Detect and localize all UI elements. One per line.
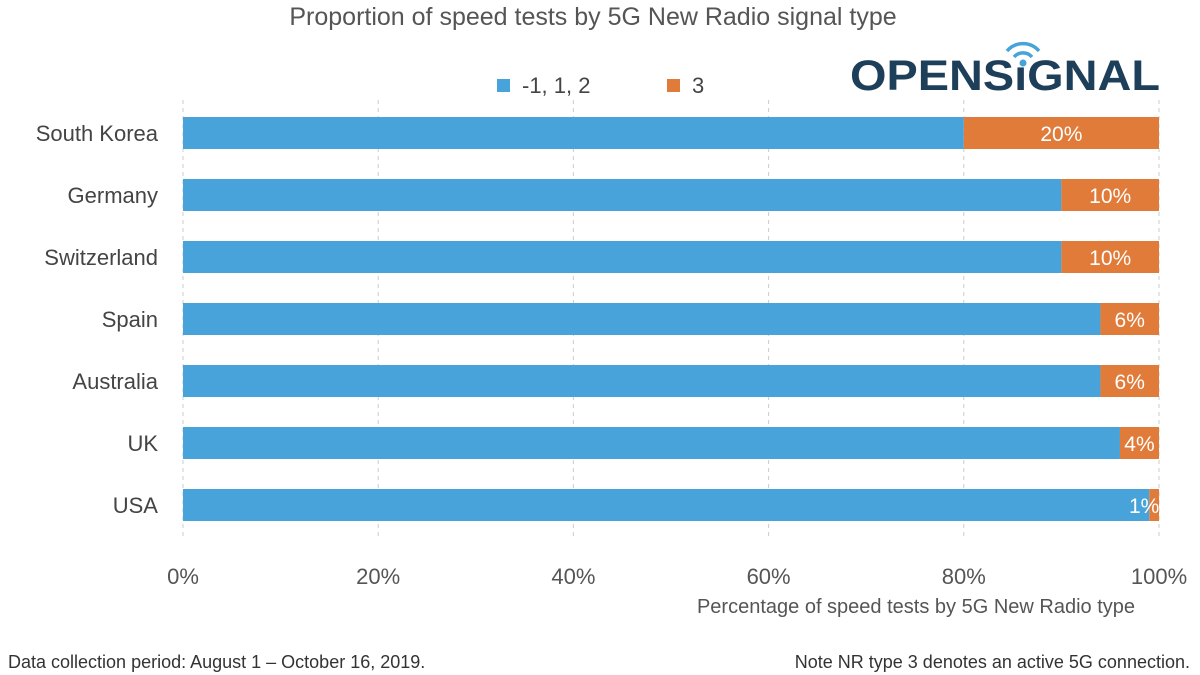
data-label: 10% bbox=[1089, 247, 1131, 270]
x-axis: 0% 20% 40% 60% 80% 100% bbox=[167, 564, 1187, 589]
data-label: 20% bbox=[1040, 123, 1082, 146]
x-tick-label: 100% bbox=[1131, 564, 1187, 589]
y-tick-label: USA bbox=[113, 493, 159, 518]
y-tick-label: South Korea bbox=[36, 121, 159, 146]
x-tick-label: 60% bbox=[747, 564, 791, 589]
bar-other bbox=[183, 303, 1101, 335]
bar-other bbox=[183, 241, 1062, 273]
legend-swatch bbox=[497, 79, 510, 92]
y-axis: South Korea Germany Switzerland Spain Austra… bbox=[36, 121, 159, 518]
bar-other bbox=[183, 117, 964, 149]
data-label: 6% bbox=[1115, 371, 1145, 394]
bar-nr3 bbox=[1149, 489, 1159, 521]
bar-other bbox=[183, 489, 1150, 521]
footer-left: Data collection period: August 1 – Octob… bbox=[8, 652, 425, 672]
x-axis-label: Percentage of speed tests by 5G New Radi… bbox=[697, 596, 1135, 618]
data-label: 4% bbox=[1124, 433, 1154, 456]
data-label: 6% bbox=[1115, 309, 1145, 332]
data-label: 10% bbox=[1089, 185, 1131, 208]
data-label: 1% bbox=[1129, 495, 1159, 518]
x-tick-label: 80% bbox=[942, 564, 986, 589]
bar-nr3 bbox=[1100, 303, 1159, 335]
y-tick-label: UK bbox=[127, 431, 158, 456]
y-tick-label: Germany bbox=[68, 183, 158, 208]
y-tick-label: Australia bbox=[72, 369, 158, 394]
x-tick-label: 40% bbox=[551, 564, 595, 589]
svg-text:OPENSıGNAL: OPENSıGNAL bbox=[850, 52, 1160, 100]
x-tick-label: 20% bbox=[356, 564, 400, 589]
y-tick-label: Spain bbox=[102, 307, 158, 332]
chart-title: Proportion of speed tests by 5G New Radi… bbox=[289, 3, 896, 31]
bar-nr3 bbox=[1061, 241, 1159, 273]
bar-nr3 bbox=[1100, 365, 1159, 397]
opensignal-logo: OPENSıGNAL bbox=[850, 41, 1160, 100]
bar-other bbox=[183, 427, 1120, 459]
legend-swatch bbox=[667, 79, 680, 92]
legend: -1, 1, 2 3 bbox=[497, 73, 704, 98]
x-tick-label: 0% bbox=[167, 564, 199, 589]
bar-nr3 bbox=[1119, 427, 1159, 459]
bar-nr3 bbox=[1061, 179, 1159, 211]
bar-nr3 bbox=[963, 117, 1159, 149]
bar-other bbox=[183, 365, 1101, 397]
bar-other bbox=[183, 179, 1062, 211]
legend-label: 3 bbox=[692, 73, 704, 98]
footer-right: Note NR type 3 denotes an active 5G conn… bbox=[795, 652, 1190, 672]
bars: 20% 10% 10% 6% 6% 4% 1% bbox=[183, 117, 1159, 521]
signal-dot bbox=[1019, 59, 1027, 67]
y-tick-label: Switzerland bbox=[44, 245, 158, 270]
legend-label: -1, 1, 2 bbox=[522, 73, 590, 98]
